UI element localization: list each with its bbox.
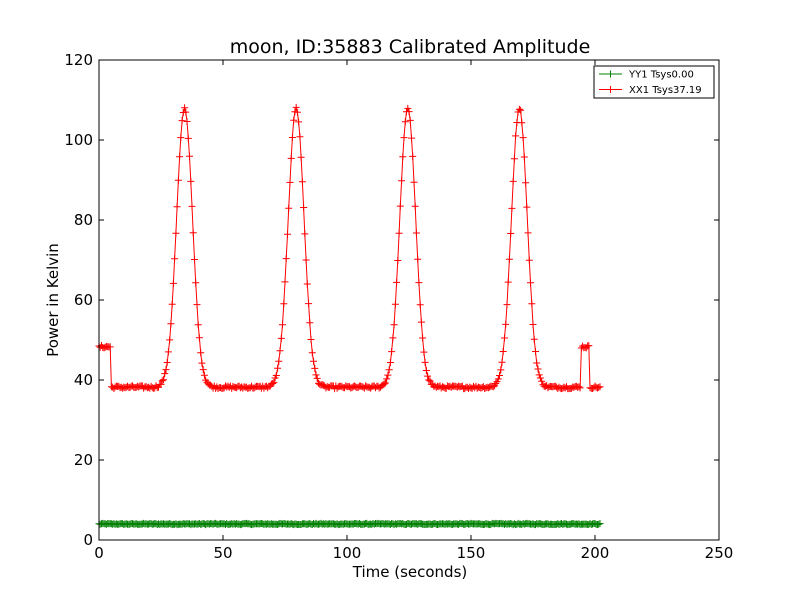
y-axis-label: Power in Kelvin: [44, 243, 62, 357]
y-tick-label: 100: [64, 131, 93, 149]
x-tick-label: 0: [94, 544, 104, 562]
y-tick-label: 80: [74, 211, 93, 229]
chart-title: moon, ID:35883 Calibrated Amplitude: [230, 36, 591, 58]
series-1: [95, 519, 604, 529]
y-tick-label: 20: [74, 451, 93, 469]
plot-area: [95, 103, 604, 529]
legend-marker: [607, 70, 614, 78]
series-2: [95, 103, 604, 393]
x-axis-label: Time (seconds): [352, 563, 468, 581]
x-tick-label: 150: [457, 544, 486, 562]
legend-box: [593, 65, 715, 99]
x-tick-label: 250: [705, 544, 734, 562]
axes: 0 50 100 150 200 250 0 20 40 60 80 100 120: [64, 51, 733, 562]
legend-marker: [607, 86, 614, 93]
y-tick-label: 0: [83, 531, 93, 549]
legend-label: YY1 Tsys0.00: [628, 70, 694, 81]
y-tick-label: 60: [74, 291, 93, 309]
y-tick-label: 40: [74, 371, 93, 389]
legend: YY1 Tsys0.00 XX1 Tsys37.19: [593, 65, 715, 99]
y-tick-label: 120: [64, 51, 93, 69]
x-tick-label: 200: [581, 544, 610, 562]
legend-label: XX1 Tsys37.19: [629, 85, 702, 96]
series-markers: [95, 519, 604, 529]
x-tick-label: 50: [213, 544, 232, 562]
x-tick-label: 100: [333, 544, 362, 562]
